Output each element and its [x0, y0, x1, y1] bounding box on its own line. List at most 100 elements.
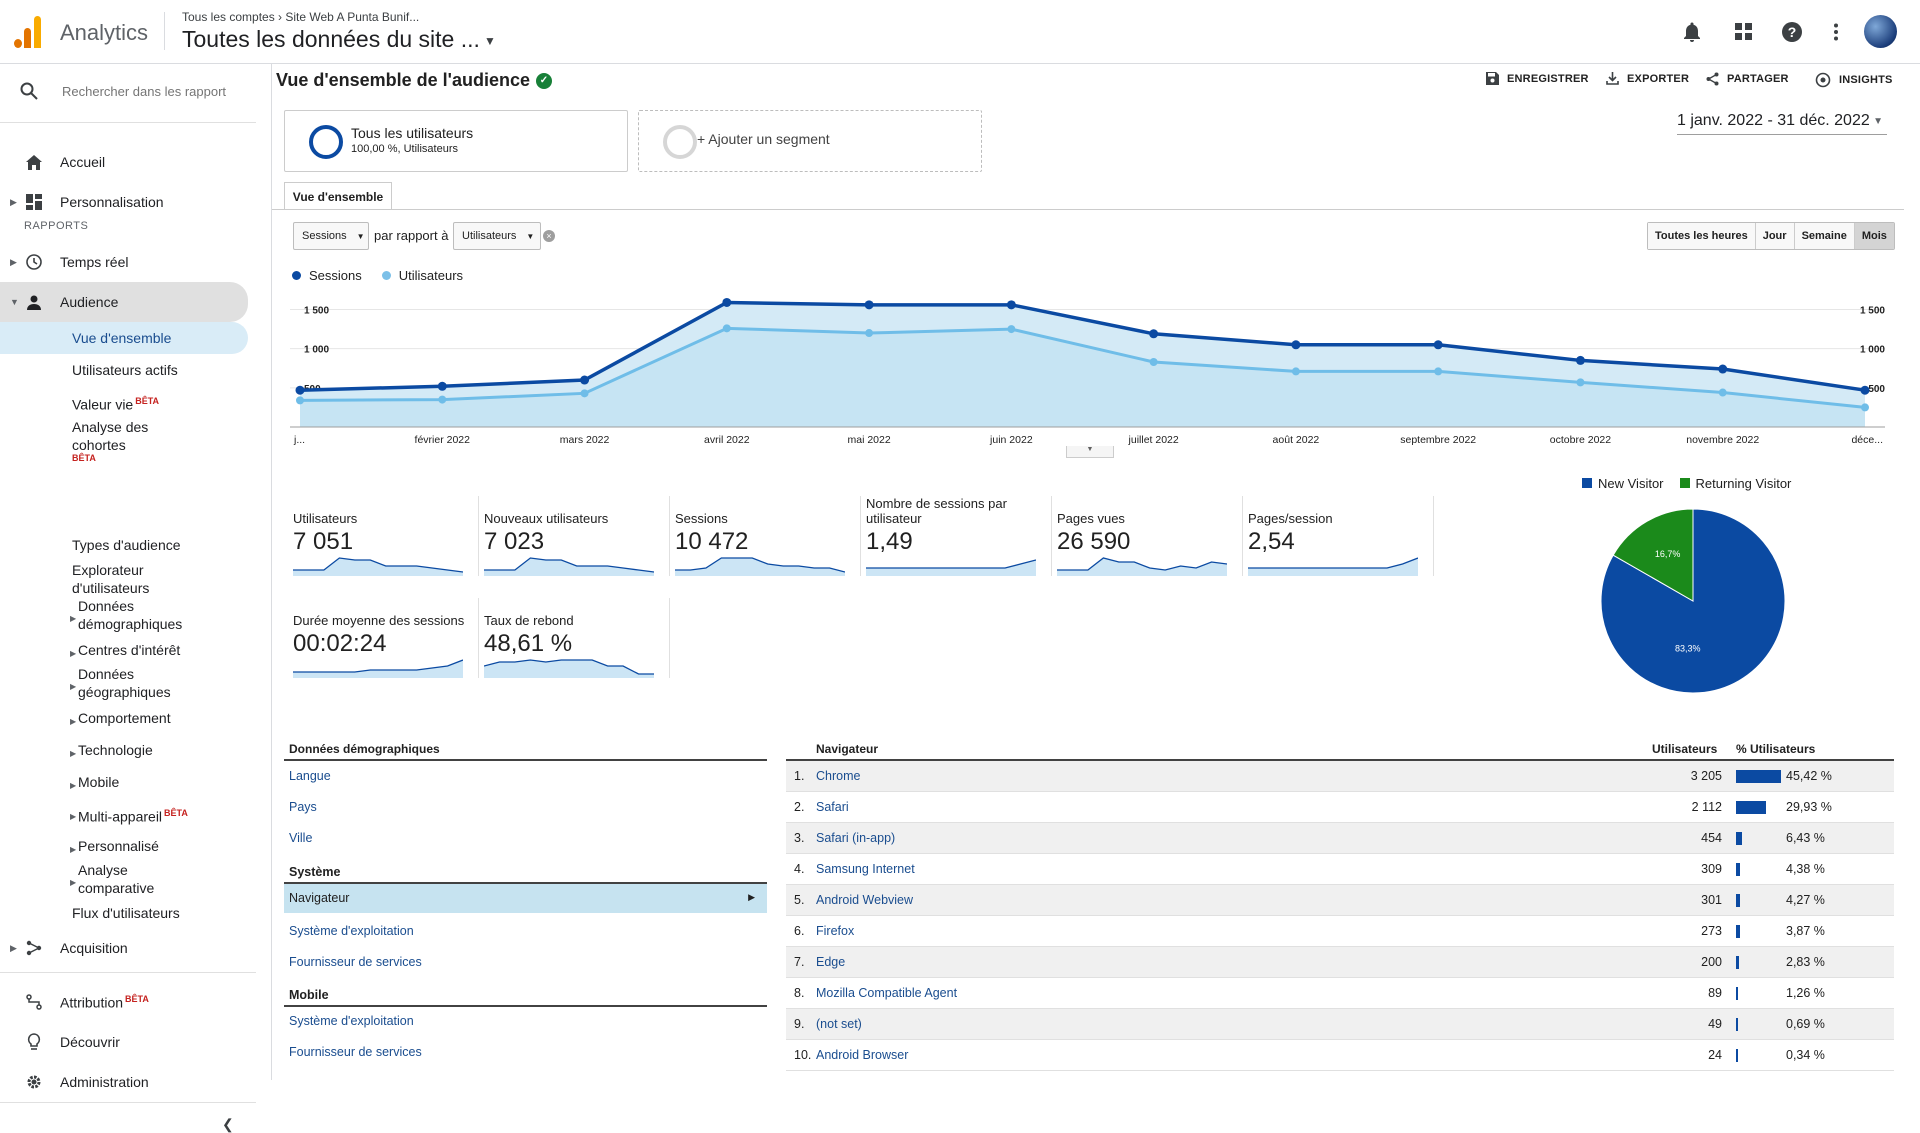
sidebar-item-acquisition[interactable]: ▶ Acquisition	[0, 930, 256, 966]
data-point-users[interactable]	[438, 395, 447, 404]
data-point-users[interactable]	[1291, 367, 1300, 376]
browser-link[interactable]: Chrome	[816, 769, 861, 783]
system-selected-row[interactable]: Navigateur ▶	[284, 884, 767, 913]
sidebar-item-multidevice[interactable]: ▶ Multi-appareil BÊTA	[70, 804, 188, 826]
browser-link[interactable]: Edge	[816, 955, 846, 969]
sidebar-item-audience-overview[interactable]: Vue d'ensemble	[72, 330, 172, 346]
granularity-day[interactable]: Jour	[1755, 223, 1795, 249]
apps-icon[interactable]	[1730, 18, 1758, 46]
sidebar-search[interactable]: Rechercher dans les rapport	[20, 82, 226, 100]
link-country[interactable]: Pays	[289, 800, 317, 814]
sidebar-item-technology[interactable]: ▶ Technologie	[70, 741, 153, 759]
property-selector[interactable]: Toutes les données du site ...	[182, 26, 480, 52]
granularity-month[interactable]: Mois	[1854, 223, 1894, 249]
link-city[interactable]: Ville	[289, 831, 313, 845]
metric-card[interactable]: Utilisateurs 7 051	[293, 496, 479, 586]
browser-link[interactable]: Safari (in-app)	[816, 831, 896, 845]
bell-icon[interactable]	[1678, 18, 1706, 46]
sidebar-item-admin[interactable]: Administration	[0, 1064, 256, 1100]
legend-item-users[interactable]: Utilisateurs	[381, 268, 463, 283]
insights-button[interactable]: INSIGHTS	[1815, 72, 1893, 88]
metric-card[interactable]: Pages/session 2,54	[1248, 496, 1434, 586]
save-button[interactable]: ENREGISTRER	[1486, 72, 1589, 85]
granularity-week[interactable]: Semaine	[1794, 223, 1855, 249]
chart-resize-handle[interactable]: ▼	[1066, 446, 1114, 458]
pie-slice-new-visitor[interactable]	[1600, 508, 1786, 694]
tab-overview[interactable]: Vue d'ensemble	[284, 182, 392, 210]
data-point-sessions[interactable]	[580, 375, 590, 385]
link-os[interactable]: Système d'exploitation	[289, 924, 414, 938]
sidebar-item-cohort-analysis[interactable]: Analyse des cohortes BÊTA	[72, 418, 148, 463]
collapse-sidebar-icon[interactable]: ❮	[222, 1116, 234, 1132]
sidebar-item-lifetime-value[interactable]: Valeur vie BÊTA	[72, 392, 159, 414]
data-point-users[interactable]	[1576, 378, 1585, 387]
data-point-sessions[interactable]	[1718, 364, 1728, 374]
data-point-sessions[interactable]	[1433, 340, 1443, 350]
data-point-users[interactable]	[1007, 325, 1016, 334]
data-point-users[interactable]	[580, 389, 589, 398]
sidebar-item-discover[interactable]: Découvrir	[0, 1024, 256, 1060]
browser-link[interactable]: Samsung Internet	[816, 862, 915, 876]
metric-card[interactable]: Sessions 10 472	[675, 496, 861, 586]
clear-icon[interactable]: ×	[543, 230, 555, 242]
sidebar-item-interests[interactable]: ▶ Centres d'intérêt	[70, 641, 180, 659]
browser-link[interactable]: Android Browser	[816, 1048, 909, 1062]
data-point-sessions[interactable]	[1575, 355, 1585, 365]
sidebar-item-user-explorer[interactable]: Explorateur d'utilisateurs	[72, 561, 149, 597]
date-range-picker[interactable]: 1 janv. 2022 - 31 déc. 2022 ▼	[1677, 112, 1887, 135]
sidebar-item-demographics[interactable]: ▶ Données démographiques	[70, 597, 182, 633]
sidebar-item-custom[interactable]: ▶ Personnalisé	[70, 837, 159, 855]
browser-link[interactable]: Android Webview	[816, 893, 914, 907]
browser-link[interactable]: Mozilla Compatible Agent	[816, 986, 958, 1000]
data-point-sessions[interactable]	[295, 385, 305, 395]
help-icon[interactable]: ?	[1778, 18, 1806, 46]
sidebar-item-geo[interactable]: ▶ Données géographiques	[70, 665, 171, 701]
link-language[interactable]: Langue	[289, 769, 331, 783]
link-mobile-os[interactable]: Système d'exploitation	[289, 1014, 414, 1028]
browser-link[interactable]: Firefox	[816, 924, 855, 938]
chevron-down-icon[interactable]: ▼	[484, 34, 496, 48]
granularity-hourly[interactable]: Toutes les heures	[1648, 223, 1756, 249]
sidebar-item-audience-types[interactable]: Types d'audience	[72, 537, 181, 553]
link-mobile-provider[interactable]: Fournisseur de services	[289, 1045, 422, 1059]
data-point-sessions[interactable]	[1291, 340, 1301, 350]
segment-all-users[interactable]: Tous les utilisateurs 100,00 %, Utilisat…	[284, 110, 628, 172]
add-segment-button[interactable]: + Ajouter un segment	[638, 110, 982, 172]
share-button[interactable]: PARTAGER	[1706, 72, 1789, 86]
data-point-sessions[interactable]	[1860, 385, 1870, 395]
sidebar-item-home[interactable]: Accueil	[0, 144, 256, 180]
metric-card[interactable]: Taux de rebond 48,61 %	[484, 598, 670, 688]
sidebar-item-attribution[interactable]: Attribution BÊTA	[0, 984, 256, 1020]
sidebar-item-customization[interactable]: ▶ Personnalisation	[0, 184, 256, 220]
data-point-users[interactable]	[1149, 358, 1158, 366]
data-point-users[interactable]	[1434, 367, 1443, 376]
avatar[interactable]	[1864, 15, 1897, 48]
app-title[interactable]: Analytics	[60, 20, 149, 45]
data-point-sessions[interactable]	[1006, 300, 1016, 310]
more-vert-icon[interactable]	[1822, 18, 1850, 46]
link-service-provider[interactable]: Fournisseur de services	[289, 955, 422, 969]
sidebar-item-active-users[interactable]: Utilisateurs actifs	[72, 362, 178, 378]
data-point-sessions[interactable]	[722, 297, 732, 307]
metric-card[interactable]: Nouveaux utilisateurs 7 023	[484, 496, 670, 586]
data-point-users[interactable]	[865, 329, 874, 338]
data-point-sessions[interactable]	[864, 300, 874, 310]
data-point-sessions[interactable]	[437, 381, 447, 391]
data-point-users[interactable]	[722, 324, 731, 333]
sidebar-item-behavior[interactable]: ▶ Comportement	[70, 709, 171, 727]
sidebar-item-mobile[interactable]: ▶ Mobile	[70, 773, 119, 791]
data-point-users[interactable]	[296, 396, 304, 405]
data-point-sessions[interactable]	[1149, 329, 1159, 339]
metric-card[interactable]: Durée moyenne des sessions 00:02:24	[293, 598, 479, 688]
browser-link[interactable]: (not set)	[816, 1017, 862, 1031]
metric-card[interactable]: Pages vues 26 590	[1057, 496, 1243, 586]
export-button[interactable]: EXPORTER	[1606, 72, 1689, 85]
legend-item-sessions[interactable]: Sessions	[292, 268, 362, 283]
data-point-users[interactable]	[1718, 388, 1727, 397]
search-input[interactable]: Rechercher dans les rapport	[62, 83, 227, 99]
primary-metric-select[interactable]: Sessions ▼	[293, 222, 369, 250]
data-point-users[interactable]	[1861, 403, 1869, 412]
browser-link[interactable]: Safari	[816, 800, 849, 814]
sidebar-item-audience[interactable]: ▼ Audience	[0, 284, 256, 320]
sidebar-item-benchmarking[interactable]: ▶ Analyse comparative	[70, 861, 154, 897]
